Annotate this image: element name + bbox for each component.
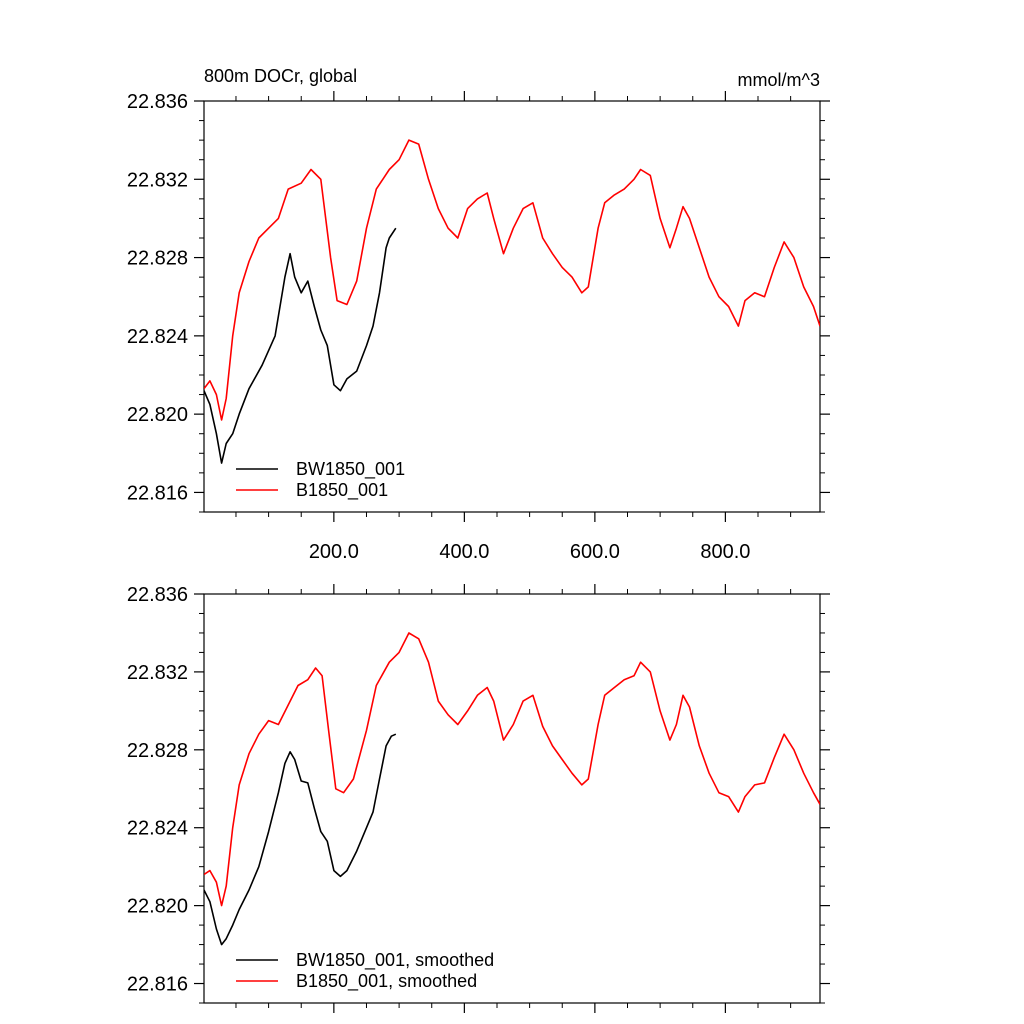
legend-label: B1850_001, smoothed — [296, 971, 477, 992]
y-tick-label: 22.824 — [127, 818, 188, 840]
x-tick-label: 800.0 — [700, 541, 750, 563]
y-tick-label: 22.832 — [127, 169, 188, 191]
y-tick-label: 22.816 — [127, 482, 188, 504]
y-tick-label: 22.828 — [127, 740, 188, 762]
legend-label: BW1850_001, smoothed — [296, 950, 494, 971]
plot-frame — [203, 100, 821, 513]
legend-label: B1850_001 — [296, 480, 388, 501]
y-tick-label: 22.824 — [127, 326, 188, 348]
units-label: mmol/m^3 — [738, 70, 820, 90]
y-tick-label: 22.836 — [127, 91, 188, 113]
series-line-bw1850 — [204, 733, 397, 946]
y-tick-label: 22.832 — [127, 662, 188, 684]
plot-frame — [203, 593, 821, 1004]
top-panel: 22.816 22.820 22.824 22.828 22.832 22.836 200.… — [127, 91, 830, 563]
y-tick-label: 22.828 — [127, 248, 188, 270]
series-line-b1850 — [204, 632, 820, 907]
bottom-panel: 22.816 22.820 22.824 22.828 22.832 22.836 BW18… — [127, 584, 830, 1013]
series-line-b1850 — [204, 139, 820, 421]
y-tick-label: 22.816 — [127, 974, 188, 996]
x-tick-label: 600.0 — [570, 541, 620, 563]
x-tick-label: 400.0 — [439, 541, 489, 563]
panel-title: 800m DOCr, global — [204, 66, 357, 86]
x-tick-label: 200.0 — [309, 541, 359, 563]
y-tick-label: 22.820 — [127, 404, 188, 426]
y-tick-label: 22.836 — [127, 584, 188, 606]
y-tick-label: 22.820 — [127, 896, 188, 918]
series-line-bw1850 — [204, 227, 397, 464]
legend-label: BW1850_001 — [296, 459, 405, 480]
